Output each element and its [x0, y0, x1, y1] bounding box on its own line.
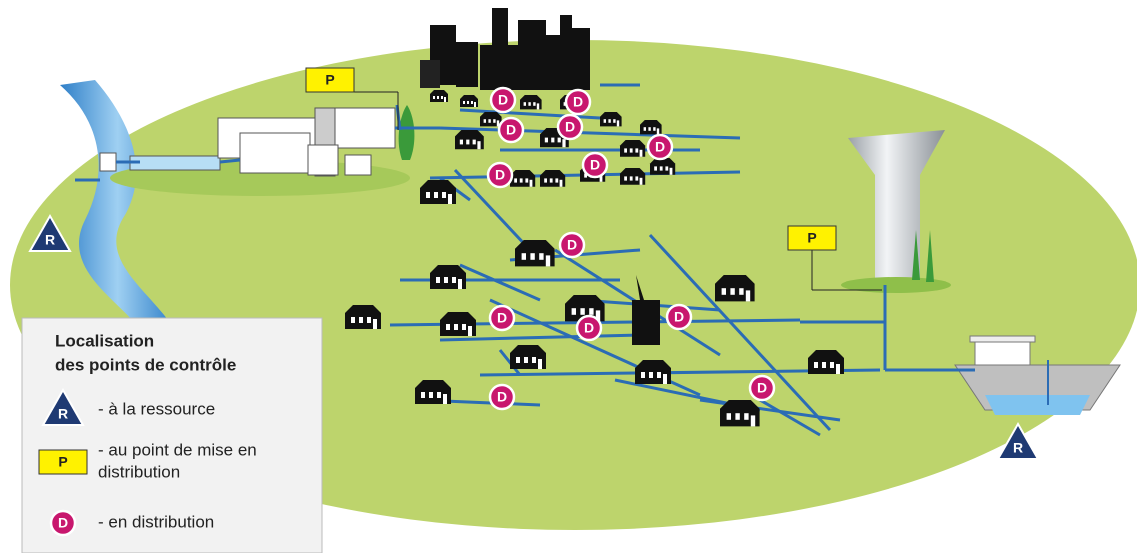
house [808, 350, 844, 374]
distribution-label: D [497, 389, 507, 405]
house [455, 130, 484, 149]
house [480, 112, 502, 126]
distribution-label: D [590, 157, 600, 173]
legend-label: - à la ressource [98, 399, 215, 418]
distribution-label: D [495, 167, 505, 183]
legend-title: Localisation [55, 331, 154, 350]
legend-label: - au point de mise en [98, 440, 257, 459]
house [620, 168, 645, 185]
legend: Localisation des points de contrôle R - à… [22, 318, 322, 553]
distribution-label: D [655, 139, 665, 155]
legend-label: distribution [98, 462, 180, 481]
house [720, 400, 760, 426]
house [650, 158, 675, 175]
distribution-label: D [674, 309, 684, 325]
pipe [220, 160, 240, 162]
resource-label: R [58, 406, 68, 422]
distribution-label: D [58, 515, 68, 531]
house [420, 180, 456, 204]
distribution-label: D [498, 92, 508, 108]
house [635, 360, 671, 384]
house [620, 140, 645, 157]
house [415, 380, 451, 404]
distribution-label: D [573, 94, 583, 110]
house [715, 275, 755, 301]
house [600, 112, 622, 126]
distribution-label: D [565, 119, 575, 135]
house [430, 90, 448, 102]
house [430, 265, 466, 289]
house [640, 120, 662, 134]
distribution-label: D [757, 380, 767, 396]
house [520, 95, 542, 109]
distribution-point-label: P [58, 454, 67, 470]
resource-label: R [1013, 440, 1023, 456]
house [460, 95, 478, 107]
resource-label: R [45, 232, 55, 248]
distribution-label: D [584, 320, 594, 336]
house [345, 305, 381, 329]
distribution-label: D [497, 310, 507, 326]
water-network-diagram: RRPPDDDDDDDDDDDDD Localisation des point… [0, 0, 1137, 553]
distribution-point-label: P [325, 72, 334, 88]
house [540, 170, 565, 187]
distribution-label: D [567, 237, 577, 253]
house [515, 240, 555, 266]
house [510, 345, 546, 369]
city-skyline [420, 8, 590, 90]
distribution-point-label: P [807, 230, 816, 246]
distribution-label: D [506, 122, 516, 138]
house [440, 312, 476, 336]
legend-label: - en distribution [98, 512, 214, 531]
house [510, 170, 535, 187]
legend-title: des points de contrôle [55, 355, 236, 374]
